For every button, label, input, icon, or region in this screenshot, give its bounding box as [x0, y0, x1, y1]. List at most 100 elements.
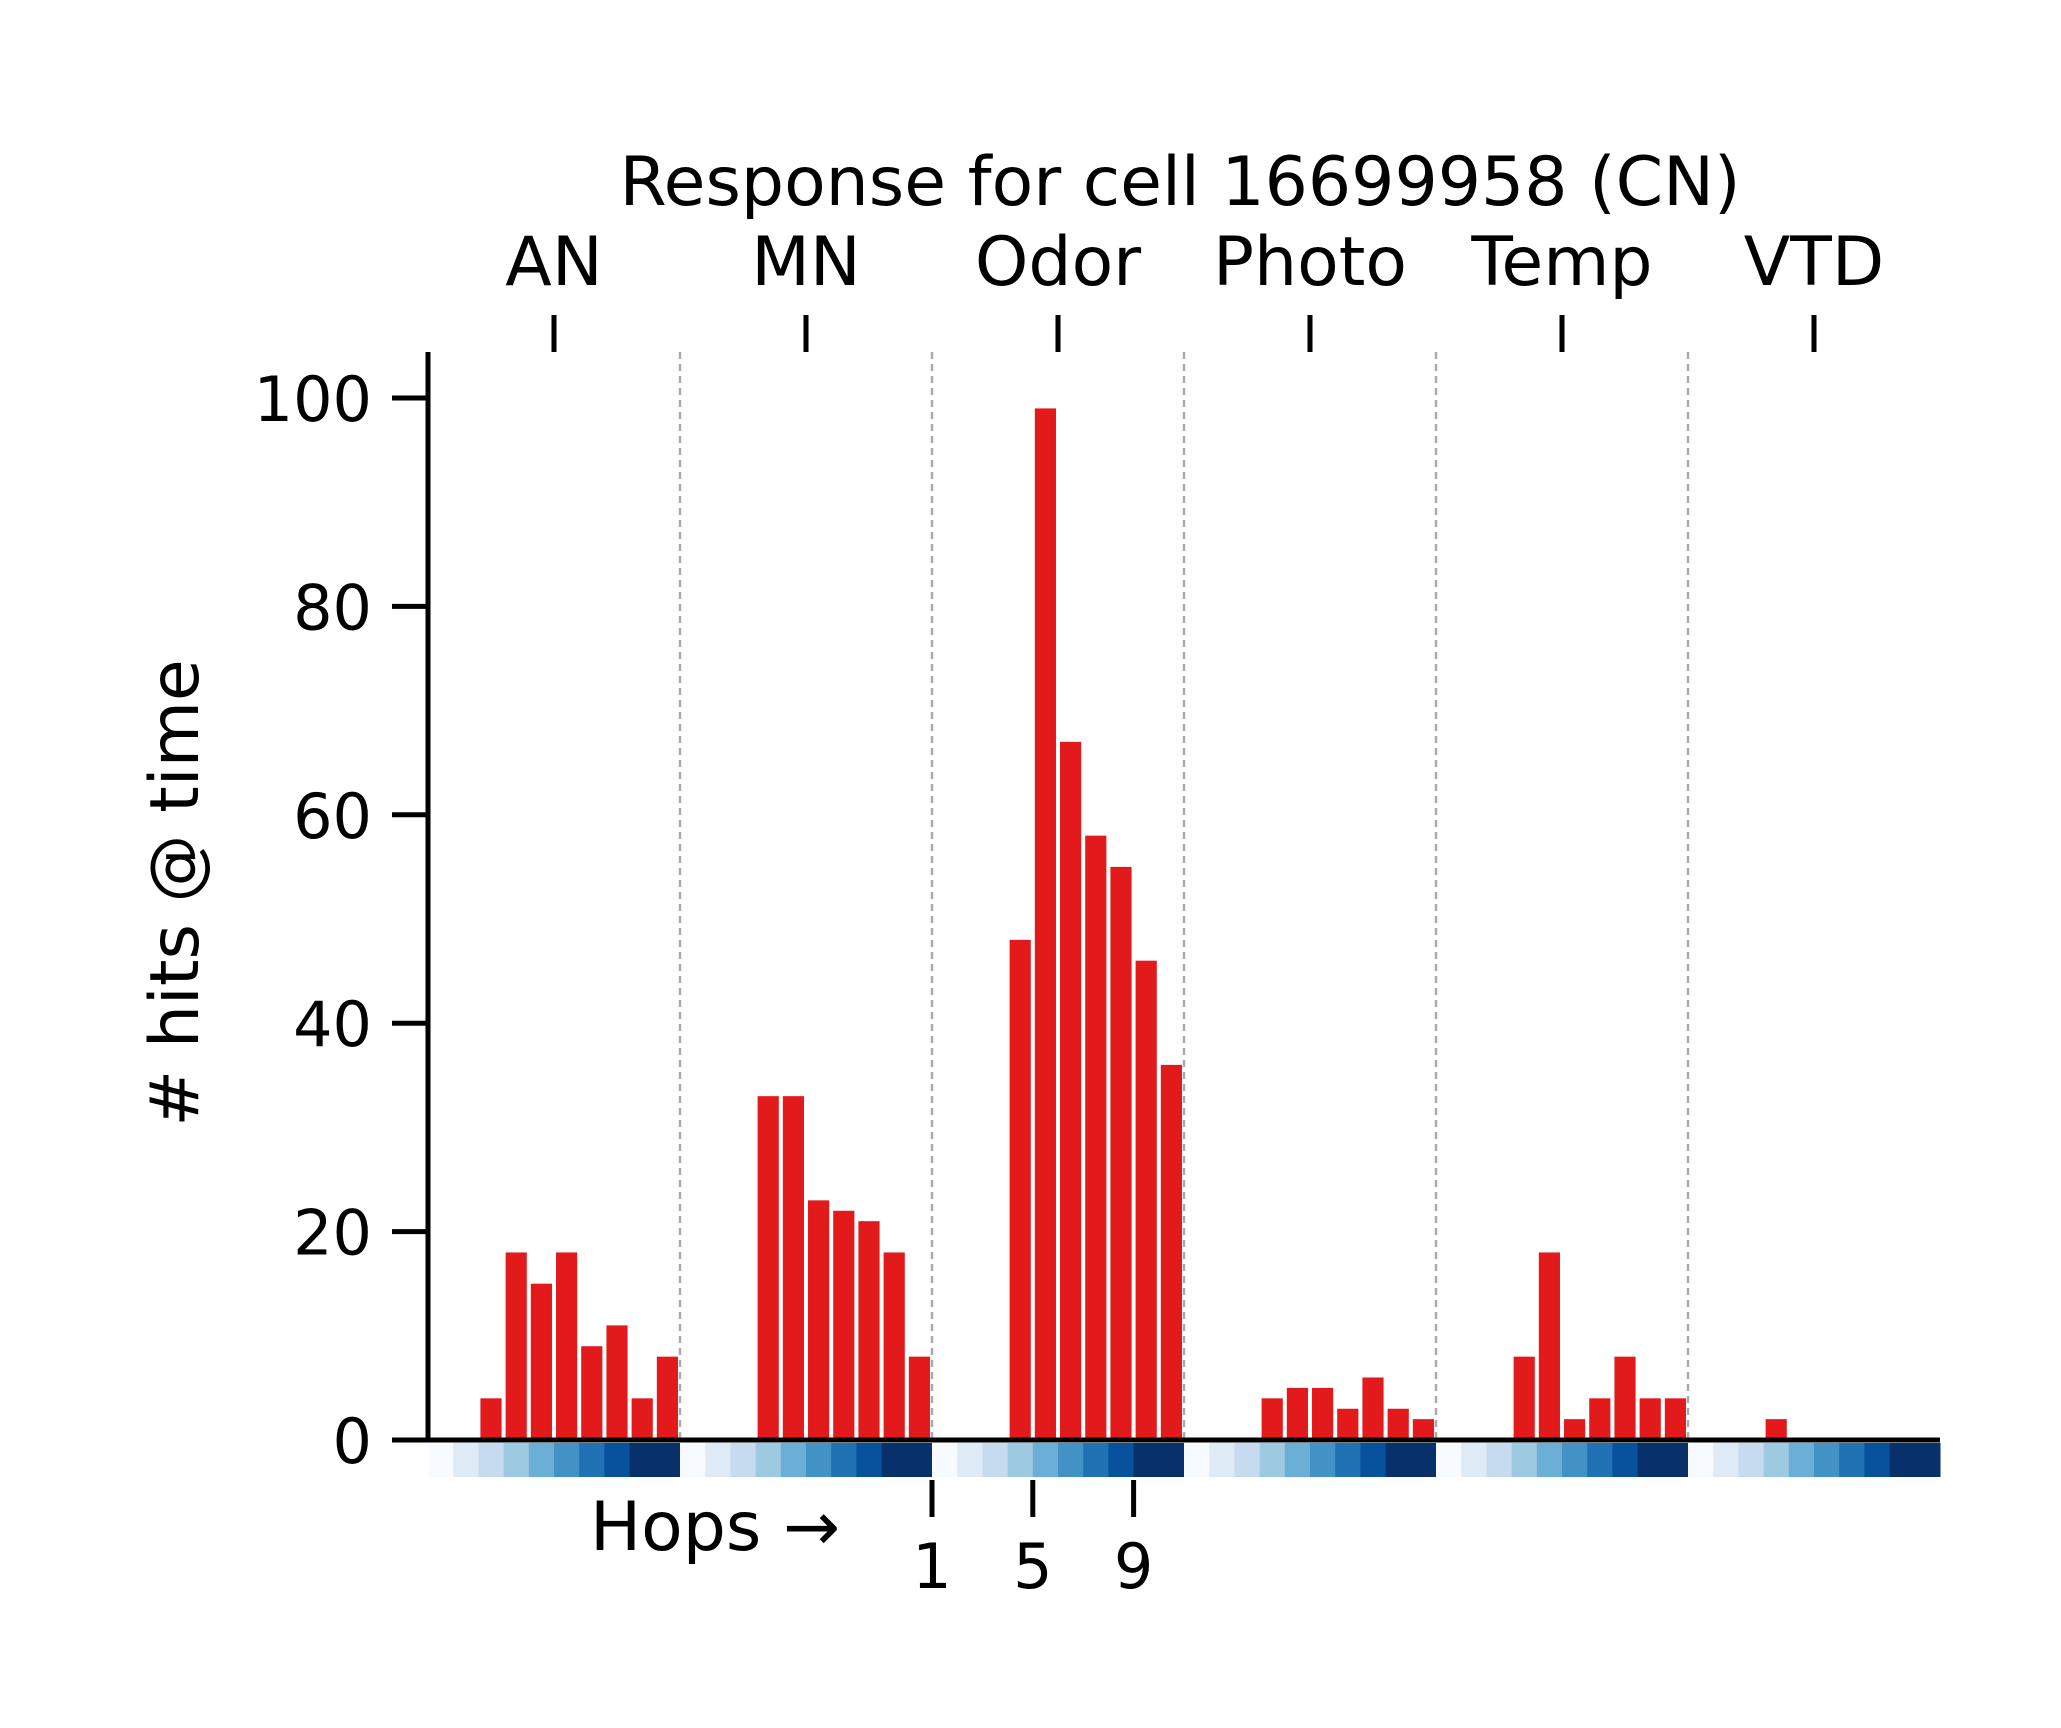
bars	[480, 408, 1787, 1440]
y-tick-label: 0	[333, 1405, 372, 1478]
bar-photo	[1337, 1408, 1359, 1440]
colorbar-cell	[806, 1443, 832, 1477]
colorbar-cell	[1864, 1443, 1891, 1477]
colorbar-cell	[1083, 1443, 1109, 1477]
bar-an	[505, 1252, 527, 1440]
colorbar-cell	[1688, 1443, 1714, 1477]
colorbar-cell	[680, 1443, 706, 1477]
colorbar-cell	[1234, 1443, 1261, 1477]
bar-temp	[1564, 1419, 1586, 1440]
bar-mn	[858, 1221, 880, 1440]
colorbar-cell	[1335, 1443, 1361, 1477]
bar-photo	[1412, 1419, 1434, 1440]
bar-photo	[1387, 1408, 1409, 1440]
y-tick-label: 20	[293, 1197, 372, 1270]
bar-odor	[1034, 408, 1056, 1440]
bar-photo	[1286, 1387, 1308, 1440]
colorbar-cell	[1284, 1443, 1311, 1477]
colorbar-cell	[1486, 1443, 1513, 1477]
bar-temp	[1664, 1398, 1686, 1440]
colorbar-cell	[1032, 1443, 1059, 1477]
colorbar-cell	[478, 1443, 505, 1477]
colorbar-cell	[705, 1443, 731, 1477]
y-tick-label: 100	[254, 363, 372, 436]
bar-mn	[782, 1096, 804, 1440]
bar-vtd	[1765, 1419, 1787, 1440]
bar-temp	[1639, 1398, 1661, 1440]
colorbar-cell	[957, 1443, 983, 1477]
colorbar-cell	[1889, 1443, 1916, 1477]
colorbar-cell	[1461, 1443, 1487, 1477]
group-label-vtd: VTD	[1744, 223, 1884, 302]
colorbar-cell	[1385, 1443, 1412, 1477]
bar-odor	[1085, 835, 1107, 1440]
colorbar-cell	[1637, 1443, 1664, 1477]
colorbar-cell	[1007, 1443, 1034, 1477]
bar-mn	[808, 1200, 830, 1440]
colorbar-cell	[831, 1443, 857, 1477]
y-tick-label: 60	[293, 780, 372, 853]
bar-temp	[1513, 1356, 1535, 1440]
colorbar-cell	[1209, 1443, 1235, 1477]
group-label-odor: Odor	[975, 223, 1141, 302]
colorbar-cell	[1587, 1443, 1613, 1477]
group-label-temp: Temp	[1470, 223, 1652, 302]
colorbar-cell	[1662, 1443, 1689, 1477]
colorbar-cell	[1738, 1443, 1765, 1477]
group-labels: AN MN Odor Photo Temp VTD	[505, 223, 1884, 352]
chart-title: Response for cell 16699958 (CN)	[619, 143, 1740, 222]
colorbar-cell	[1158, 1443, 1185, 1477]
y-tick-label: 80	[293, 571, 372, 644]
colorbar-cell	[856, 1443, 883, 1477]
colorbar-cell	[932, 1443, 958, 1477]
colorbar-cell	[906, 1443, 933, 1477]
colorbar-cell	[654, 1443, 681, 1477]
colorbar-cell	[1360, 1443, 1387, 1477]
bar-photo	[1362, 1377, 1384, 1440]
colorbar-cell	[1914, 1443, 1941, 1477]
colorbar-cell	[1108, 1443, 1135, 1477]
colorbar-cell	[1839, 1443, 1865, 1477]
colorbar-cell	[629, 1443, 656, 1477]
hop-tick-label: 9	[1114, 1530, 1153, 1603]
colorbar-cell	[554, 1443, 580, 1477]
group-label-mn: MN	[751, 223, 861, 302]
bar-mn	[883, 1252, 905, 1440]
colorbar-cell	[428, 1443, 454, 1477]
colorbar-cell	[1763, 1443, 1790, 1477]
bar-temp	[1614, 1356, 1636, 1440]
colorbar-cell	[1562, 1443, 1588, 1477]
colorbar-cell	[453, 1443, 479, 1477]
hop-tick-label: 1	[912, 1530, 951, 1603]
colorbar-cell	[1310, 1443, 1336, 1477]
colorbar-cell	[780, 1443, 807, 1477]
bar-an	[581, 1346, 603, 1440]
group-label-photo: Photo	[1213, 223, 1407, 302]
colorbar-cell	[528, 1443, 555, 1477]
bar-an	[556, 1252, 578, 1440]
colorbar-cell	[1436, 1443, 1462, 1477]
colorbar-cell	[1184, 1443, 1210, 1477]
colorbar-cell	[1259, 1443, 1286, 1477]
colorbar-cell	[1511, 1443, 1538, 1477]
hop-colorbar	[428, 1443, 1941, 1477]
bar-odor	[1160, 1064, 1182, 1440]
group-label-an: AN	[505, 223, 602, 302]
group-separators	[678, 352, 1690, 1440]
colorbar-cell	[755, 1443, 782, 1477]
y-axis-label: # hits @ time	[136, 659, 215, 1127]
colorbar-cell	[1788, 1443, 1815, 1477]
y-axis-ticks: 0 20 40 60 80 100	[254, 363, 428, 1478]
bar-photo	[1261, 1398, 1283, 1440]
colorbar-cell	[982, 1443, 1009, 1477]
colorbar-cell	[1058, 1443, 1084, 1477]
bar-temp	[1538, 1252, 1560, 1440]
bar-odor	[1060, 741, 1082, 1440]
bar-photo	[1312, 1387, 1334, 1440]
bar-odor	[1135, 960, 1157, 1440]
bar-mn	[757, 1096, 779, 1440]
colorbar-cell	[1536, 1443, 1563, 1477]
colorbar-cell	[1133, 1443, 1160, 1477]
